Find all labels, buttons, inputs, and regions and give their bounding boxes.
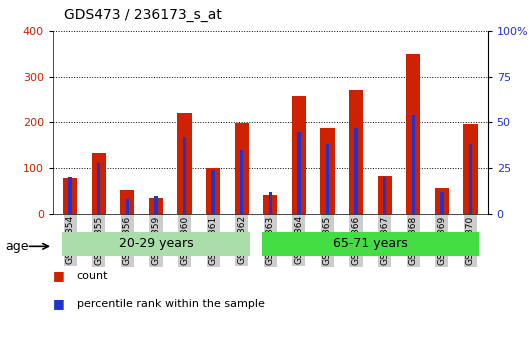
Bar [349,90,363,214]
Bar [292,96,306,214]
Bar [406,54,420,214]
Bar [235,124,249,214]
Bar [126,199,129,214]
Bar [320,128,334,214]
Bar [68,177,72,214]
Bar [211,170,215,214]
Bar [263,195,277,214]
Bar [92,153,106,214]
Text: percentile rank within the sample: percentile rank within the sample [77,299,264,308]
Text: count: count [77,271,108,281]
Text: 20-29 years: 20-29 years [119,237,193,250]
Bar [440,192,444,214]
Bar [435,188,449,214]
Bar [411,115,415,214]
Bar [149,198,163,214]
Bar [240,150,243,214]
Bar [63,178,77,214]
Text: GDS473 / 236173_s_at: GDS473 / 236173_s_at [64,8,222,22]
Bar [206,168,220,214]
Bar [61,233,250,256]
Bar [269,192,272,214]
Bar [326,145,329,214]
Bar [377,176,392,214]
Bar [120,190,135,214]
Bar [355,128,358,214]
Bar [383,177,386,214]
Bar [469,145,472,214]
Text: 65-71 years: 65-71 years [333,237,408,250]
Text: ■: ■ [53,297,65,310]
Bar [463,124,478,214]
Text: ■: ■ [53,269,65,283]
Text: age: age [5,240,29,253]
Bar [183,137,186,214]
Bar [154,196,157,214]
Bar [297,132,301,214]
Bar [97,163,101,214]
Bar [262,233,479,256]
Bar [178,113,192,214]
